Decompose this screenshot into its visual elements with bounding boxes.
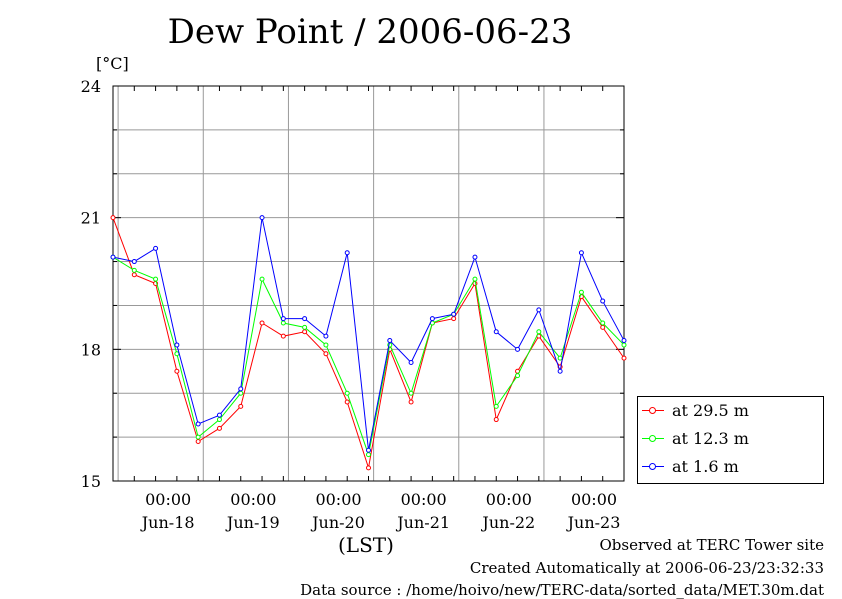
data-point	[302, 316, 308, 322]
data-point	[259, 320, 265, 326]
series-line	[112, 217, 625, 451]
data-point	[131, 267, 137, 273]
footer-observed: Observed at TERC Tower site	[599, 536, 824, 554]
data-point	[110, 215, 116, 221]
data-point	[344, 390, 350, 396]
data-point	[174, 351, 180, 357]
data-point	[493, 329, 499, 335]
data-point	[238, 403, 244, 409]
x-tick-time: 00:00	[401, 490, 447, 509]
data-point	[323, 351, 329, 357]
data-point	[110, 254, 116, 260]
data-point	[621, 355, 627, 361]
data-point	[216, 412, 222, 418]
data-point	[557, 368, 563, 374]
data-point	[238, 390, 244, 396]
y-tick-label: 15	[81, 472, 101, 491]
data-point	[174, 342, 180, 348]
legend-label: at 29.5 m	[672, 401, 749, 420]
data-point	[578, 250, 584, 256]
data-point	[302, 329, 308, 335]
data-point	[451, 316, 457, 322]
data-point	[323, 342, 329, 348]
x-tick-time: 00:00	[315, 490, 361, 509]
data-point	[302, 324, 308, 330]
data-point	[153, 245, 159, 251]
data-point	[280, 320, 286, 326]
series-line	[112, 256, 625, 457]
data-point	[472, 276, 478, 282]
data-point	[557, 355, 563, 361]
x-tick-date: Jun-19	[225, 513, 280, 532]
data-point	[515, 346, 521, 352]
x-tick-date: Jun-23	[566, 513, 621, 532]
x-tick-date: Jun-21	[395, 513, 450, 532]
data-point	[238, 386, 244, 392]
data-point	[600, 324, 606, 330]
data-point	[578, 289, 584, 295]
data-point	[153, 276, 159, 282]
data-point	[366, 465, 371, 471]
x-tick-time: 00:00	[230, 490, 276, 509]
data-point	[621, 338, 627, 344]
y-tick-label: 24	[81, 77, 101, 96]
footer-source: Data source : /home/hoivo/new/TERC-data/…	[300, 581, 824, 599]
data-point	[280, 333, 286, 339]
data-point	[387, 338, 393, 344]
data-point	[493, 403, 499, 409]
data-point	[621, 342, 627, 348]
x-tick-time: 00:00	[571, 490, 617, 509]
data-point	[131, 259, 137, 265]
legend: at 29.5 m at 12.3 m at 1.6 m	[637, 396, 824, 484]
data-point	[216, 425, 222, 431]
data-point	[600, 320, 606, 326]
x-tick-date: Jun-22	[480, 513, 535, 532]
x-tick-time: 00:00	[145, 490, 191, 509]
data-point	[366, 452, 371, 458]
legend-label: at 12.3 m	[672, 429, 749, 448]
data-point	[493, 417, 499, 423]
data-point	[344, 399, 350, 405]
x-tick-date: Jun-20	[310, 513, 365, 532]
data-point	[131, 272, 137, 278]
y-tick-label: 18	[81, 340, 101, 359]
legend-marker-green	[649, 435, 656, 442]
x-axis-label: (LST)	[338, 533, 394, 557]
data-point	[195, 421, 201, 427]
data-point	[366, 447, 371, 453]
data-point	[174, 368, 180, 374]
data-point	[408, 399, 414, 405]
legend-marker-blue	[649, 463, 656, 470]
legend-item-12-3m: at 12.3 m	[638, 428, 823, 450]
legend-label: at 1.6 m	[672, 457, 739, 476]
footer-created: Created Automatically at 2006-06-23/23:3…	[469, 559, 824, 577]
x-tick-date: Jun-18	[140, 513, 195, 532]
data-point	[408, 360, 414, 365]
legend-item-29-5m: at 29.5 m	[638, 400, 823, 422]
data-point	[451, 311, 457, 317]
data-point	[259, 276, 265, 282]
data-point	[195, 434, 201, 440]
legend-item-1-6m: at 1.6 m	[638, 456, 823, 478]
legend-marker-red	[649, 407, 656, 414]
x-tick-time: 00:00	[486, 490, 532, 509]
data-point	[429, 316, 435, 322]
data-point	[280, 316, 286, 322]
data-point	[408, 390, 414, 396]
data-point	[344, 250, 350, 256]
plot-frame	[112, 85, 625, 482]
data-point	[472, 254, 478, 260]
data-point	[600, 298, 606, 304]
data-point	[536, 329, 542, 335]
data-point	[515, 373, 521, 379]
data-point	[323, 333, 329, 339]
data-point	[216, 417, 222, 423]
y-tick-label: 21	[81, 209, 101, 228]
chart-title: Dew Point / 2006-06-23	[167, 12, 573, 52]
y-axis-unit: [°C]	[96, 54, 129, 73]
data-point	[259, 215, 265, 221]
data-point	[536, 307, 542, 313]
data-point	[195, 439, 201, 444]
